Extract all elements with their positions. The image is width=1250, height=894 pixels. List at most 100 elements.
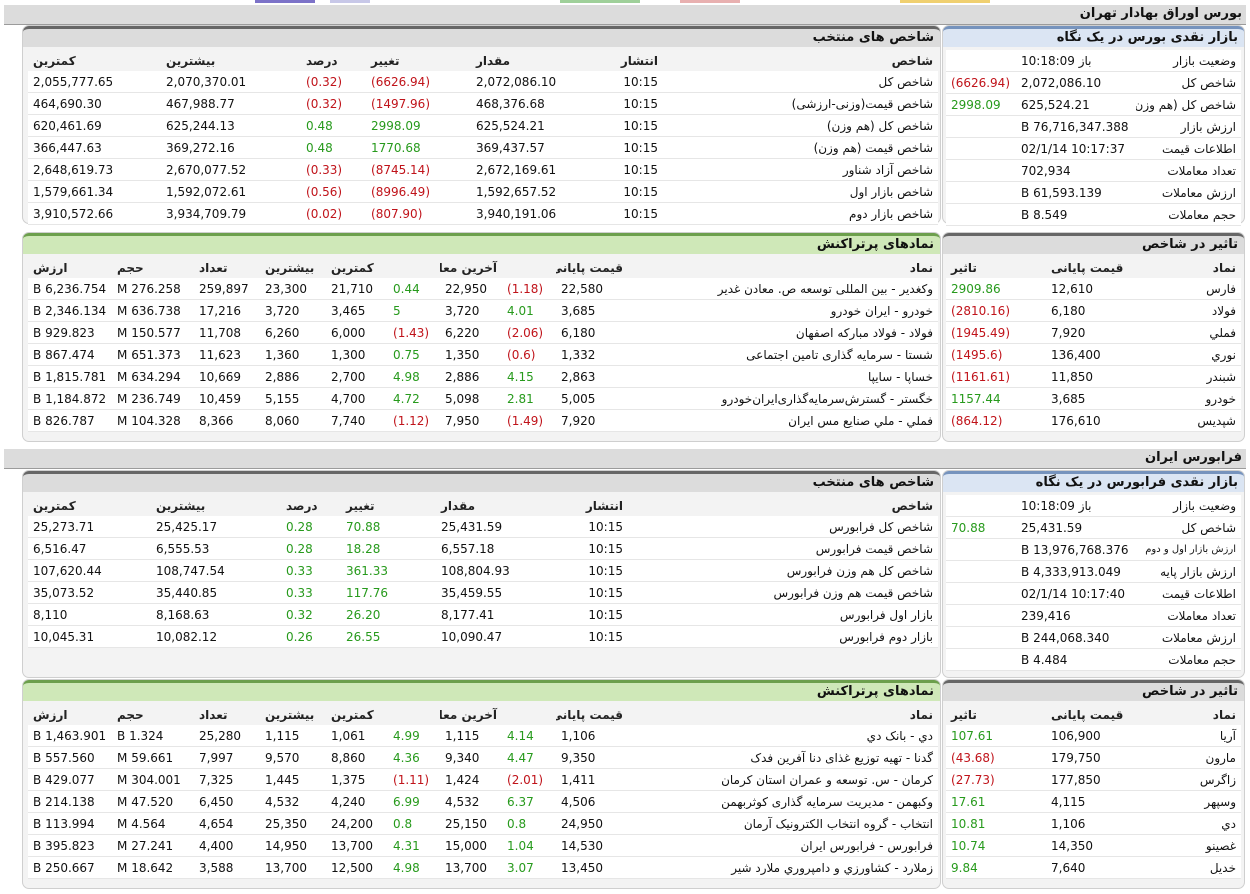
table-cell: 136,400: [1046, 343, 1156, 366]
table-cell: 107.61: [946, 725, 1046, 747]
glance-row: وضعیت بازار باز 10:18:09: [946, 495, 1241, 517]
table-cell: 0.32: [281, 603, 341, 626]
table-cell: 10:15: [601, 158, 663, 181]
table-cell: 10:15: [566, 537, 628, 560]
traded-table: نماد قیمت پایانی آخرین معامله کمترین بیشترین…: [28, 704, 938, 879]
glance-tbody: وضعیت بازار باز 10:18:09 شاخص کل 25,431.59 7…: [946, 495, 1241, 671]
header-row: نماد قیمت پایانی آخرین معامله کمترین بیشترین…: [28, 704, 938, 725]
table-cell: 47.520 M: [112, 790, 194, 813]
panel-tehran-glance: بازار نقدی بورس در یک نگاه وضعیت بازار با…: [942, 25, 1245, 226]
table-cell: 625,524.21: [471, 114, 601, 137]
table-cell: 10.74: [946, 834, 1046, 857]
column-header: شاخص: [891, 53, 933, 68]
table-cell: (864.12): [946, 409, 1046, 432]
table-cell: (1497.96): [366, 92, 471, 115]
glance-row: تعداد معاملات 239,416: [946, 604, 1241, 627]
table-cell: 11,850: [1046, 365, 1156, 388]
column-header: ارزش: [33, 707, 68, 722]
table-cell: 366,447.63: [28, 136, 161, 159]
header-row: شاخص انتشار مقدار تغییر درصد بیشترین کمترین: [28, 495, 938, 516]
glance-label: اطلاعات قیمت: [1136, 137, 1241, 160]
glance-change: [946, 137, 1016, 160]
table-cell: 0.26: [281, 625, 341, 648]
table-cell: 468,376.68: [471, 92, 601, 115]
panel-title: بازار نقدی بورس در یک نگاه: [1056, 30, 1238, 45]
table-cell: 2,346.134 B: [28, 299, 112, 322]
index-row: شاخص کل (هم وزن) 10:15 625,524.21 2998.09 0.…: [28, 114, 938, 137]
table-cell: 0.8: [388, 812, 440, 835]
table-cell: شستا - سرمایه گذاری تامین اجتماعی: [628, 343, 938, 366]
impact-row: غصينو 14,350 10.74: [946, 834, 1241, 857]
column-header: قیمت پایانی: [556, 707, 623, 722]
table-cell: 361.33: [341, 559, 436, 582]
table-cell: انتخاب - گروه انتخاب الکترونیک آرمان: [628, 812, 938, 835]
index-row: شاخص قیمت هم وزن فرابورس 10:15 35,459.55 11…: [28, 581, 938, 604]
table-cell: فولاد: [1156, 299, 1241, 322]
glance-value: 10:17:40 02/1/14: [1016, 582, 1136, 605]
table-cell: 2909.86: [946, 278, 1046, 300]
table-cell: 10:15: [566, 559, 628, 582]
table-cell: خگستر - گسترش‌سرمایه‌گذاری‌ایران‌خودرو: [628, 387, 938, 410]
table-cell: بازار دوم فرابورس: [628, 625, 938, 648]
index-row: شاخص قیمت(وزنی-ارزشی) 10:15 468,376.68 (149…: [28, 92, 938, 115]
table-cell: 2,863: [556, 365, 628, 388]
table-cell: شاخص قیمت(وزنی-ارزشی): [663, 92, 938, 115]
table-cell: 6,236.754 B: [28, 278, 112, 300]
table-cell: 0.28: [281, 537, 341, 560]
table-cell: 1,332: [556, 343, 628, 366]
table-cell: مارون: [1156, 746, 1241, 769]
glance-value: 239,416: [1016, 604, 1136, 627]
table-cell: 3,720: [440, 299, 502, 322]
table-cell: (0.32): [301, 71, 366, 93]
table-cell: 651.373 M: [112, 343, 194, 366]
table-cell: 7,325: [194, 768, 260, 791]
column-header: بیشترین: [166, 53, 216, 68]
glance-label: شاخص کل (هم وزن): [1136, 93, 1241, 116]
table-cell: 6.37: [502, 790, 556, 813]
table-cell: 25,150: [440, 812, 502, 835]
table-cell: (1.11): [388, 768, 440, 791]
table-cell: شپديس: [1156, 409, 1241, 432]
table-cell: 150.577 M: [112, 321, 194, 344]
table-cell: 0.28: [281, 516, 341, 538]
table-cell: 7,740: [326, 409, 388, 432]
column-header: قیمت پایانی: [1051, 707, 1124, 722]
glance-label: ارزش معاملات: [1136, 626, 1241, 649]
table-cell: 2.81: [502, 387, 556, 410]
impact-row: زاگرس 177,850 (27.73): [946, 768, 1241, 791]
table-cell: 1770.68: [366, 136, 471, 159]
table-cell: 369,272.16: [161, 136, 301, 159]
panel-header: شاخص های منتخب: [23, 471, 940, 492]
table-cell: 1,106: [1046, 812, 1156, 835]
table-cell: 7,920: [556, 409, 628, 432]
table-cell: 106,900: [1046, 725, 1156, 747]
glance-label: اطلاعات قیمت: [1136, 582, 1241, 605]
table-cell: فرابورس - فرابورس ایران: [628, 834, 938, 857]
table-cell: 12,500: [326, 856, 388, 879]
table-cell: 3,685: [1046, 387, 1156, 410]
table-cell: 4,400: [194, 834, 260, 857]
table-cell: زاگرس: [1156, 768, 1241, 791]
table-cell: 176,610: [1046, 409, 1156, 432]
table-cell: 10:15: [566, 516, 628, 538]
impact-row: شپديس 176,610 (864.12): [946, 409, 1241, 432]
table-cell: 826.787 B: [28, 409, 112, 432]
glance-change: [946, 560, 1016, 583]
table-cell: 12,610: [1046, 278, 1156, 300]
glance-value: 2,072,086.10: [1016, 71, 1136, 94]
table-cell: 70.88: [341, 516, 436, 538]
index-row: بازار دوم فرابورس 10:15 10,090.47 26.55 0.26…: [28, 625, 938, 648]
table-cell: نوري: [1156, 343, 1241, 366]
table-cell: (0.56): [301, 180, 366, 203]
table-cell: 6,557.18: [436, 537, 566, 560]
glance-value: 244,068.340 B: [1016, 626, 1136, 649]
table-cell: شبندر: [1156, 365, 1241, 388]
table-cell: 2,070,370.01: [161, 71, 301, 93]
table-cell: 369,437.57: [471, 136, 601, 159]
panel-header: نمادهای پرتراکنش: [23, 680, 940, 701]
table-cell: 1,360: [260, 343, 326, 366]
traded-row: فولاد - فولاد مباركه اصفهان 6,180 (2.06) 6,…: [28, 321, 938, 344]
column-header: نماد: [1212, 260, 1236, 275]
glance-value: 25,431.59: [1016, 516, 1136, 539]
table-cell: 8,110: [28, 603, 151, 626]
